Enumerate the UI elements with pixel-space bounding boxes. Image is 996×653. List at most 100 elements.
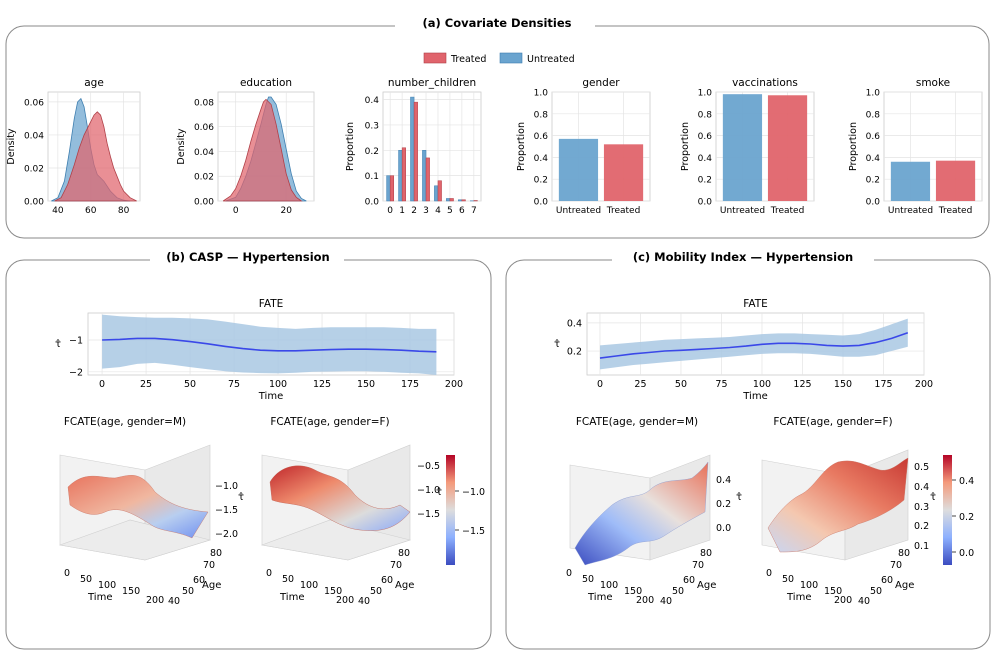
ytick: 60 <box>193 575 205 586</box>
ztick: 0.5 <box>914 462 929 473</box>
zlabel: τ̂ <box>436 486 442 498</box>
xtick: 50 <box>80 574 92 585</box>
ytick: 70 <box>390 560 402 571</box>
chart-gender: 0.0 0.2 0.4 0.6 0.8 1.0 Untreated Treated gender… <box>516 77 651 216</box>
xtick-label: 7 <box>471 206 477 216</box>
ztick: −2.0 <box>215 529 238 540</box>
xtick-label: 200 <box>915 379 933 390</box>
ytick-label: 0.04 <box>194 148 214 158</box>
ylabel: Age <box>395 580 414 591</box>
xtick-label: 75 <box>228 379 240 390</box>
ytick-label: 0.00 <box>24 198 44 208</box>
ytick: 80 <box>898 548 910 559</box>
panel-c-title-bg <box>612 248 874 268</box>
ylabel: Age <box>895 580 914 591</box>
ytick: 50 <box>370 586 382 597</box>
xtick-label: 100 <box>269 379 287 390</box>
chart-vaccinations: 0.0 0.2 0.4 0.6 0.8 1.0 Untreated Treated vaccin… <box>680 77 815 216</box>
xtick: 0 <box>766 568 772 579</box>
panel-c-title: (c) Mobility Index — Hypertension <box>633 250 853 264</box>
chart-smoke: 0.0 0.2 0.4 0.6 0.8 1.0 Untreated Treated smoke P… <box>848 77 983 216</box>
ytick: 50 <box>870 586 882 597</box>
x-axis-label: Time <box>258 391 283 402</box>
xtick-label: 4 <box>435 206 441 216</box>
ytick: 40 <box>660 596 672 607</box>
colorbar-tick-label: −1.5 <box>462 526 485 537</box>
ztick: 0.0 <box>716 523 731 534</box>
xtick-label: 5 <box>447 206 453 216</box>
xtick: 200 <box>636 595 654 606</box>
xtick-label: 40 <box>52 206 64 216</box>
xtick: 200 <box>146 595 164 606</box>
xtick-label: 0 <box>233 206 239 216</box>
xtick-label: 0 <box>387 206 393 216</box>
ytick-label: 0.00 <box>194 198 214 208</box>
xtick-label: Treated <box>770 206 805 216</box>
ytick: 50 <box>672 586 684 597</box>
colorbar <box>446 455 455 565</box>
bar-treated <box>461 199 466 202</box>
density-treated <box>222 98 303 202</box>
ytick: 70 <box>692 560 704 571</box>
ytick-label: 0.4 <box>567 318 582 329</box>
ytick-label: 0.0 <box>365 198 380 208</box>
colorbar-casp: −1.0 −1.5 <box>446 455 485 565</box>
y-axis-label: Density <box>176 128 187 164</box>
bar-treated <box>389 175 395 202</box>
xtick-label: 6 <box>459 206 465 216</box>
xlabel: Time <box>587 592 612 603</box>
ytick-label: 0.2 <box>365 147 379 157</box>
ztick: −1.5 <box>417 509 440 520</box>
ztick: 0.4 <box>716 475 731 486</box>
xtick: 200 <box>336 595 354 606</box>
xtick-label: Untreated <box>888 206 933 216</box>
ytick-label: 0.2 <box>698 176 712 186</box>
ytick: 40 <box>168 596 180 607</box>
y-axis-label: τ̂ <box>554 338 560 350</box>
chart-title: age <box>84 77 104 89</box>
ytick-label: −1 <box>69 336 83 347</box>
ytick-label: 0.1 <box>365 172 379 182</box>
pane-floor <box>260 519 412 561</box>
colorbar-tick-label: −1.0 <box>462 487 485 498</box>
ytick-label: 0.6 <box>534 132 549 142</box>
confidence-band <box>102 314 437 375</box>
ztick: −0.5 <box>417 461 440 472</box>
legend-swatch-untreated <box>499 52 523 64</box>
xtick-label: Untreated <box>556 206 601 216</box>
surface <box>269 465 411 531</box>
ytick-label: 0.4 <box>365 96 380 106</box>
xtick-label: 125 <box>313 379 331 390</box>
surface-title: FCATE(age, gender=F) <box>270 416 389 428</box>
xtick: 50 <box>282 574 294 585</box>
ztick: −1.0 <box>417 485 440 496</box>
bar-treated <box>449 198 454 202</box>
chart-title: FATE <box>743 298 768 310</box>
ytick-label: 0.04 <box>24 131 44 141</box>
xtick-label: 60 <box>85 206 97 216</box>
y-axis-label: Proportion <box>345 122 356 171</box>
bar-treated <box>767 95 808 201</box>
xtick-label: 150 <box>834 379 852 390</box>
surface-title: FCATE(age, gender=M) <box>64 416 186 428</box>
ytick-label: 0.06 <box>194 123 214 133</box>
xlabel: Time <box>786 592 811 603</box>
xtick: 0 <box>266 568 272 579</box>
x-axis-label: Time <box>742 391 767 402</box>
xtick-label: 175 <box>401 379 419 390</box>
ytick: 70 <box>203 560 215 571</box>
plot-area <box>382 91 482 202</box>
ylabel: Age <box>697 580 716 591</box>
xlabel: Time <box>87 592 112 603</box>
xtick: 100 <box>600 580 618 591</box>
ytick: 80 <box>700 548 712 559</box>
chart-title: vaccinations <box>732 77 798 89</box>
xtick-label: 50 <box>184 379 196 390</box>
y-axis-label: Density <box>6 128 17 164</box>
ytick-label: 0.2 <box>567 347 582 358</box>
xtick: 150 <box>122 586 140 597</box>
chart-title: education <box>240 77 292 89</box>
bar-untreated <box>434 185 439 202</box>
bar-untreated <box>722 94 763 201</box>
